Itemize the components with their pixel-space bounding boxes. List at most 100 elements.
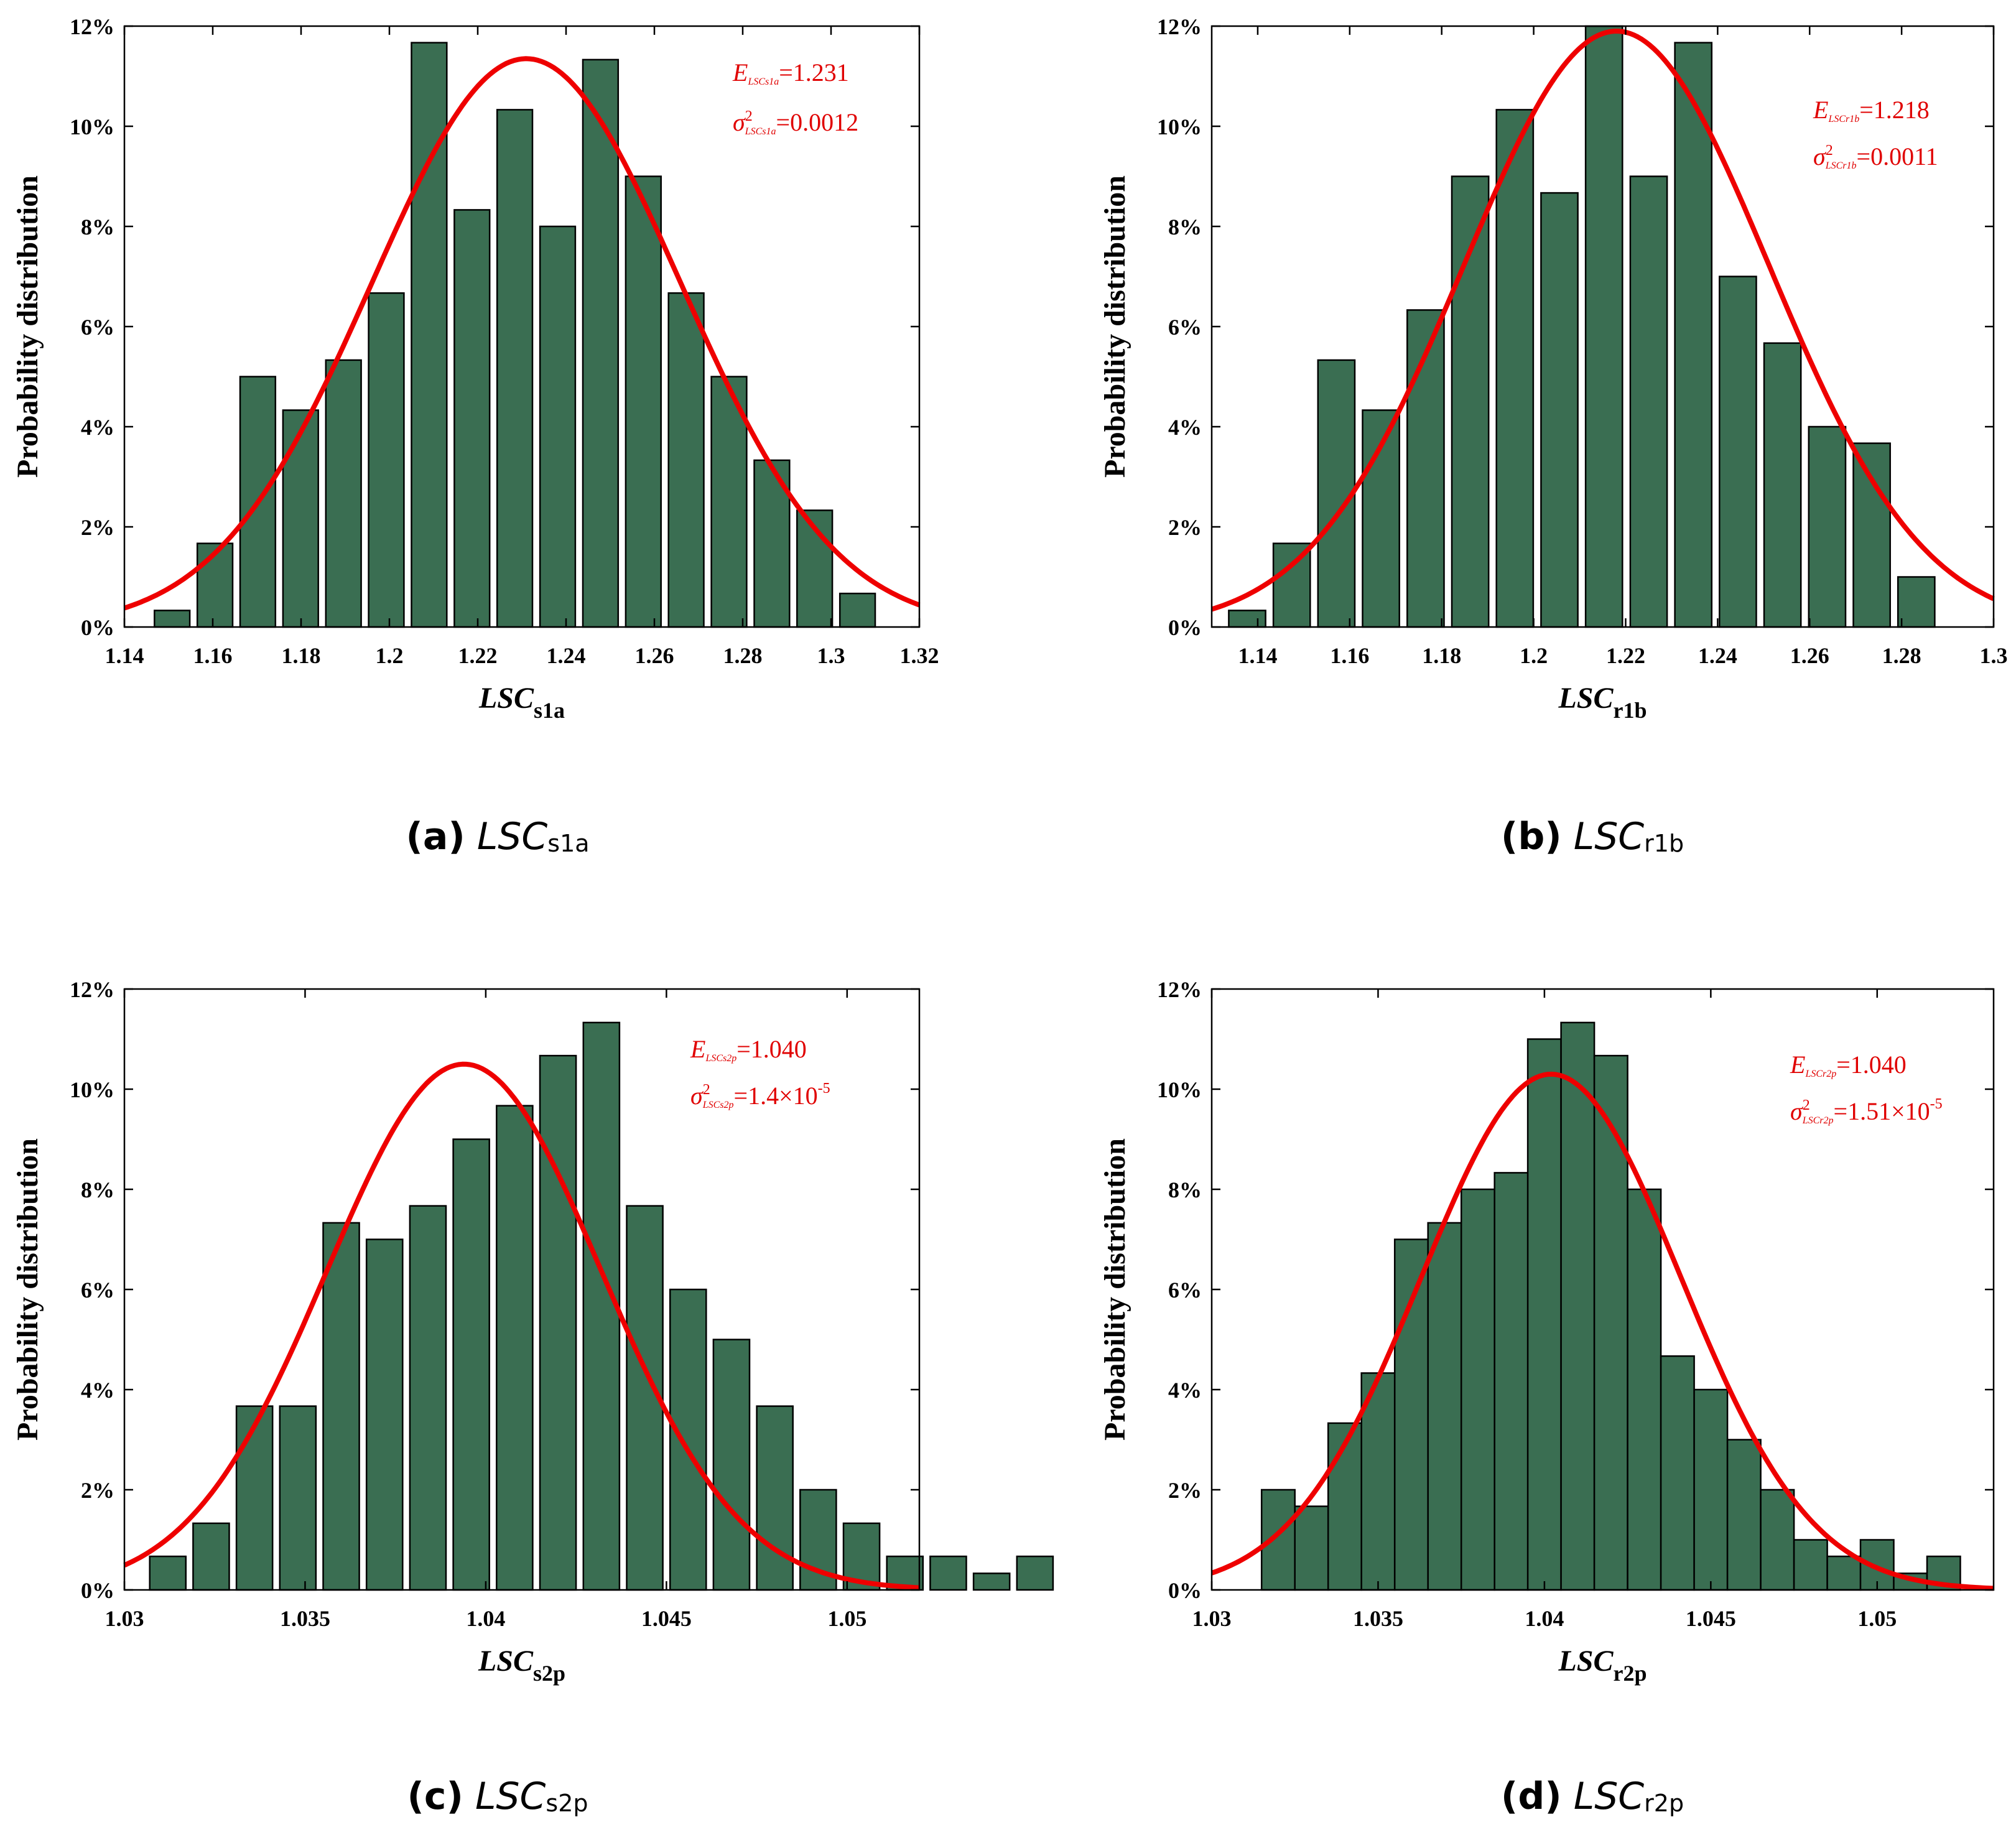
bar [1793,1539,1828,1591]
y-axis-title: Probability distribution [1099,1138,1131,1441]
variance-superscript: 2 [1826,142,1833,159]
bar [625,175,662,628]
caption-letter: (d) [1501,1775,1562,1818]
x-tick-label: 1.05 [827,1606,866,1631]
x-tick-label: 1.18 [282,643,321,668]
bar [368,292,405,628]
x-tick-label: 1.26 [1790,643,1829,668]
mean-subscript: LSCr2p [1805,1069,1836,1079]
bar [322,1222,360,1591]
y-tick-label: 6% [1168,315,1202,340]
x-tick-label: 1.05 [1857,1606,1897,1631]
bar [1760,1489,1795,1591]
mean-symbol: E [1813,96,1828,124]
y-axis: 0% 2% 4% 6% 8% 10% 12% [1157,14,1994,640]
caption-sub: r2p [1644,1790,1684,1817]
variance-value: =0.0012 [776,108,859,136]
variance-superscript: 2 [703,1082,710,1098]
bar [539,225,577,628]
panel-caption: (a) LSCs1a [406,815,589,858]
y-axis-title: Probability distribution [11,175,44,478]
x-tick-label: 1.16 [193,643,233,668]
chart-panel-1: 1.14 1.16 1.18 1.2 1.22 1.24 1.26 1.28 1.3 0% 2% 4%… [1099,14,2008,858]
x-tick-label: 1.045 [641,1606,692,1631]
bar [929,1555,967,1591]
bar [1327,1422,1362,1591]
bar [712,1339,751,1591]
variance-annotation: σ2 LSCs2p=1.4×10-5 [690,1080,830,1110]
y-tick-label: 12% [1157,977,1202,1002]
y-tick-label: 8% [81,215,114,239]
y-tick-label: 6% [81,315,114,340]
x-axis-title: LSCs2p [478,1645,565,1686]
variance-annotation: σ2 LSCr2p=1.51×10-5 [1790,1096,1943,1126]
bar [1406,309,1445,628]
bar [669,1288,707,1591]
bar [1317,359,1356,628]
y-tick-label: 8% [81,1177,114,1202]
variance-value: =0.0011 [1857,142,1938,170]
x-tick-label: 1.16 [1330,643,1369,668]
bar [710,376,748,628]
bar [756,1405,794,1591]
bar [1260,1489,1296,1591]
x-axis-title-main: LSC [1558,1645,1614,1678]
bar [972,1572,1011,1591]
mean-annotation: ELSCs2p=1.040 [690,1035,807,1064]
bar [192,1522,230,1591]
y-tick-label: 2% [1168,1478,1202,1503]
y-tick-label: 0% [81,615,114,640]
x-axis-title-main: LSC [1558,682,1614,715]
x-tick-label: 1.22 [458,643,498,668]
bar [1763,342,1802,628]
y-tick-label: 4% [81,415,114,440]
x-tick-label: 1.24 [547,643,586,668]
bar [1629,175,1668,628]
y-tick-label: 4% [1168,1378,1202,1403]
y-tick-label: 12% [70,14,114,39]
bar [1393,1238,1429,1591]
x-tick-label: 1.32 [900,643,939,668]
variance-value: =1.4×10 [734,1082,818,1110]
variance-symbol: σ [1790,1097,1803,1125]
variance-subscript: LSCr2p [1802,1115,1834,1126]
bar [1584,25,1623,628]
bar [1460,1188,1495,1591]
x-axis-title-sub: s1a [534,698,565,723]
mean-annotation: ELSCs1a=1.231 [732,58,849,87]
bars [149,1021,1054,1591]
normal-fit-curve [123,1061,920,1591]
y-tick-label: 6% [1168,1278,1202,1303]
bar [1826,1555,1862,1591]
mean-subscript: LSCs2p [705,1053,736,1064]
bar [496,1105,534,1591]
caption-sub: s1a [547,830,589,857]
y-tick-label: 0% [1168,1578,1202,1603]
bar [1897,576,1936,628]
x-tick-label: 1.14 [105,643,144,668]
bar [279,1405,317,1591]
bar [838,592,876,628]
bar [1540,192,1579,628]
caption-sub: s2p [546,1790,588,1817]
y-tick-label: 10% [1157,1077,1202,1102]
x-tick-label: 1.045 [1686,1606,1736,1631]
x-tick-label: 1.2 [1520,643,1548,668]
bar [325,359,362,628]
mean-value: =1.218 [1859,96,1930,124]
mean-symbol: E [732,58,748,86]
x-axis-title: LSCr1b [1558,682,1647,723]
caption-letter: (c) [407,1775,463,1818]
bar [1593,1054,1628,1591]
bar [1228,610,1266,628]
bar [1526,1038,1562,1591]
chart-panel-0: 1.14 1.16 1.18 1.2 1.22 1.24 1.26 1.28 1.3 1.32 0%… [11,14,939,858]
x-tick-label: 1.22 [1606,643,1645,668]
chart-panel-2: 1.03 1.035 1.04 1.045 1.05 0% 2% 4% 6% 8% 10% 12% LS… [11,977,1054,1818]
caption-letter: (b) [1501,815,1562,858]
panel-caption: (d) LSCr2p [1501,1775,1684,1818]
caption-main: LSC [463,1775,546,1818]
mean-subscript: LSCr1b [1828,114,1859,124]
bar [154,610,191,628]
